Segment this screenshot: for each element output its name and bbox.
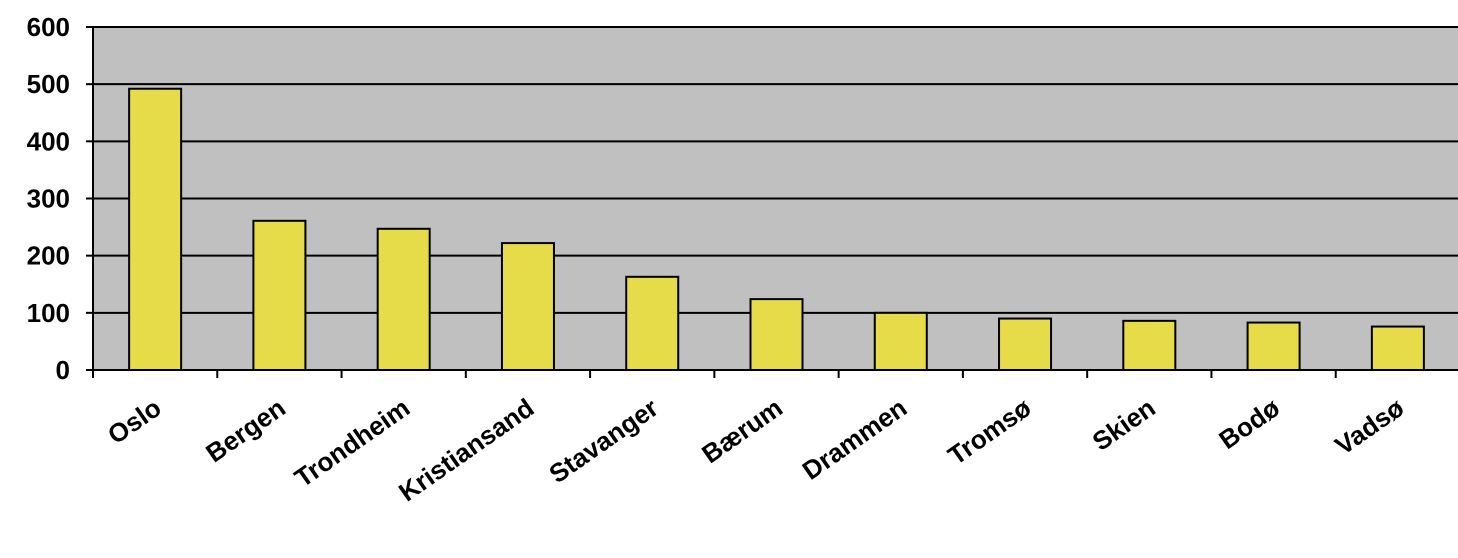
x-tick-label-trondheim: Trondheim [289, 392, 415, 493]
bar-drammen [873, 311, 928, 372]
bar-trondheim [376, 227, 431, 371]
x-tick-label-bodø: Bodø [1213, 392, 1285, 455]
bar-bergen [252, 219, 307, 371]
x-tick-label-skien: Skien [1087, 392, 1161, 456]
bar-tromsø [998, 317, 1053, 371]
y-tick-label-300: 300 [27, 184, 70, 214]
bar-bodø [1246, 321, 1301, 371]
y-tick-label-100: 100 [27, 298, 70, 328]
bars [128, 87, 1425, 372]
x-tick-label-oslo: Oslo [102, 392, 167, 450]
bar-skien [1122, 319, 1177, 372]
x-tick-label-kristiansand: Kristiansand [393, 392, 539, 507]
x-tick-label-tromsø: Tromsø [942, 392, 1036, 471]
y-tick-labels: 0 100 200 300 400 500 600 [27, 12, 70, 385]
x-tick-label-drammen: Drammen [797, 392, 912, 485]
x-tick-label-stavanger: Stavanger [543, 392, 663, 489]
y-tick-label-600: 600 [27, 12, 70, 42]
y-tick-label-500: 500 [27, 69, 70, 99]
x-tick-label-bærum: Bærum [696, 392, 788, 469]
x-tick-label-vadsø: Vadsø [1329, 392, 1409, 461]
x-tick-label-bergen: Bergen [200, 392, 291, 468]
bar-kristiansand [500, 242, 555, 371]
y-tick-label-0: 0 [56, 355, 70, 385]
y-tick-label-200: 200 [27, 241, 70, 271]
y-tick-label-400: 400 [27, 126, 70, 156]
axes [92, 27, 1458, 378]
bar-stavanger [625, 275, 680, 371]
bar-bærum [749, 298, 804, 372]
bar-oslo [128, 87, 183, 372]
bar-vadsø [1370, 325, 1425, 372]
